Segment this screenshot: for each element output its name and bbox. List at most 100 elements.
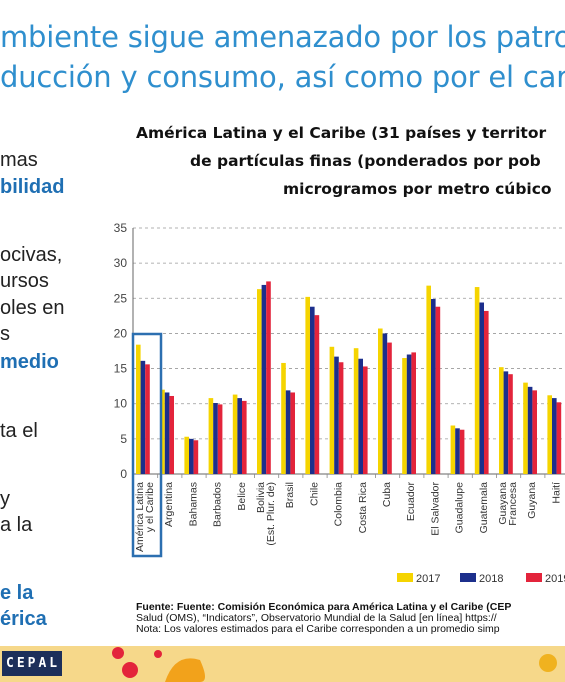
bar-2019 xyxy=(266,281,271,474)
bar-2019 xyxy=(411,352,416,474)
y-tick-label: 30 xyxy=(114,256,128,270)
legend-label-2018: 2018 xyxy=(479,573,503,585)
x-tick-label: Belice xyxy=(236,482,248,511)
bar-2019 xyxy=(145,364,150,474)
bar-2017 xyxy=(281,362,286,474)
bar-2018 xyxy=(431,298,436,474)
legend-swatch-2017 xyxy=(397,573,413,582)
left-text-line: s xyxy=(0,323,10,345)
left-text-line: ocivas, xyxy=(0,244,63,266)
bar-2017 xyxy=(547,395,552,474)
bar-2018 xyxy=(310,306,315,474)
x-tick-label: Guadalupe xyxy=(454,482,466,534)
x-tick-label: Guyana xyxy=(526,482,538,519)
legend-swatch-2018 xyxy=(460,573,476,582)
bar-2017 xyxy=(136,344,141,474)
y-tick-label: 20 xyxy=(114,326,128,340)
bar-2019 xyxy=(217,404,223,474)
chart-note-line: Nota: Los valores estimados para el Cari… xyxy=(136,623,500,635)
left-text-line: ursos xyxy=(0,270,49,292)
legend-swatch-2019 xyxy=(526,573,542,582)
x-tick-label: Colombia xyxy=(333,482,345,527)
chart-title-line-1: América Latina y el Caribe (31 países y … xyxy=(136,124,547,142)
bar-2017 xyxy=(402,358,407,474)
slide-title-line-2: ducción y consumo, así como por el car xyxy=(0,60,565,94)
bar-2019 xyxy=(508,374,513,474)
x-tick-label: Costa Rica xyxy=(357,482,369,534)
bar-2017 xyxy=(160,389,165,474)
bar-2018 xyxy=(237,398,242,474)
left-text-line: oles en xyxy=(0,297,65,319)
left-text-line: érica xyxy=(0,608,47,630)
bar-2018 xyxy=(382,333,388,474)
x-tick-label: El Salvador xyxy=(429,482,441,536)
y-tick-label: 35 xyxy=(114,221,128,235)
bar-2017 xyxy=(184,436,189,474)
bar-2018 xyxy=(140,360,146,474)
bar-2017 xyxy=(353,348,359,474)
x-tick-label: Guayana xyxy=(497,482,509,525)
left-text-line: y xyxy=(0,488,10,510)
legend-label-2017: 2017 xyxy=(416,573,440,585)
bar-2018 xyxy=(285,390,291,474)
bar-2017 xyxy=(257,289,262,474)
bar-2017 xyxy=(499,367,504,474)
x-tick-label: Cuba xyxy=(381,482,393,507)
x-tick-label: y el Caribe xyxy=(144,482,156,532)
bar-2019 xyxy=(459,429,465,474)
x-tick-label: América Latina xyxy=(134,482,146,552)
bar-2019 xyxy=(314,315,320,474)
bar-2018 xyxy=(164,392,170,474)
legend-label-2019: 2019 xyxy=(545,573,565,585)
footer-band xyxy=(0,646,565,682)
left-text-line: ta el xyxy=(0,420,38,442)
bar-2019 xyxy=(435,306,441,474)
bar-2019 xyxy=(242,400,247,474)
x-tick-label: (Est. Plur. de) xyxy=(265,482,277,546)
bar-2017 xyxy=(232,394,238,474)
x-tick-label: Guatemala xyxy=(478,482,490,534)
left-text-line: bilidad xyxy=(0,176,65,198)
left-text-line: mas xyxy=(0,149,38,171)
y-tick-label: 25 xyxy=(114,291,128,305)
bar-2019 xyxy=(556,402,562,474)
chart-source-line-1: Fuente: Fuente: Comisión Económica para … xyxy=(136,601,512,613)
bar-2017 xyxy=(329,346,335,474)
bar-2017 xyxy=(305,296,310,474)
y-tick-label: 5 xyxy=(120,432,127,446)
x-tick-label: Brasil xyxy=(284,482,296,508)
bar-2018 xyxy=(455,428,460,474)
bar-2019 xyxy=(193,440,199,474)
x-tick-label: Bahamas xyxy=(187,482,199,526)
bar-2018 xyxy=(479,302,484,474)
bar-2019 xyxy=(484,310,489,474)
left-text-line: e la xyxy=(0,582,34,604)
x-tick-label: Chile xyxy=(308,482,320,506)
slide-title-line-1: mbiente sigue amenazado por los patro xyxy=(0,20,565,54)
bar-2018 xyxy=(189,438,194,474)
x-tick-label: Ecuador xyxy=(405,481,417,521)
y-tick-label: 15 xyxy=(114,362,128,376)
bar-2019 xyxy=(338,362,344,474)
x-tick-label: Haití xyxy=(550,482,562,504)
y-tick-label: 0 xyxy=(120,467,127,481)
bar-2017 xyxy=(378,328,383,474)
bar-2017 xyxy=(474,287,480,474)
bar-2019 xyxy=(532,390,537,474)
bar-2019 xyxy=(169,395,174,474)
bar-2018 xyxy=(527,386,533,474)
bar-2017 xyxy=(208,398,214,474)
bar-2019 xyxy=(290,392,295,474)
bar-2017 xyxy=(523,382,528,474)
x-tick-label: Bolivia xyxy=(255,482,267,513)
x-tick-label: Barbados xyxy=(212,482,224,527)
bar-2018 xyxy=(213,403,218,474)
left-text-line: medio xyxy=(0,351,59,373)
bar-2018 xyxy=(261,284,267,474)
bar-2018 xyxy=(406,354,412,474)
bar-2017 xyxy=(426,285,431,474)
chart-source-line-2: Salud (OMS), “Indicators”, Observatorio … xyxy=(136,612,497,624)
bar-2019 xyxy=(387,342,392,474)
bar-2018 xyxy=(503,371,509,474)
